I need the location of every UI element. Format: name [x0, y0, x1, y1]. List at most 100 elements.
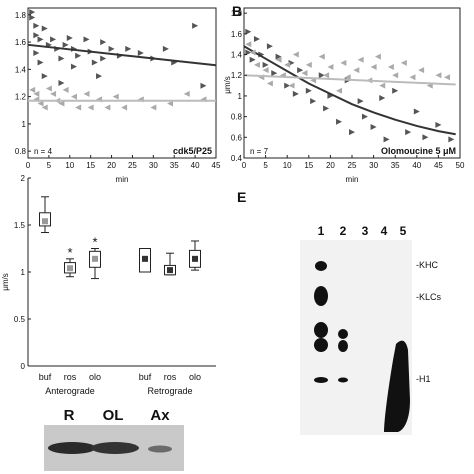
panel-b-point-s0 — [327, 92, 334, 99]
panel-b-point-s0 — [275, 53, 282, 60]
panel-b-xtick-label: 40 — [412, 161, 421, 170]
panel-c-mean-marker — [142, 255, 148, 262]
panel-a-xtick-label: 0 — [26, 161, 31, 170]
panel-a-point-s1 — [75, 104, 82, 111]
panel-a-point-s0 — [37, 36, 44, 43]
panel-b-point-s0 — [245, 28, 252, 35]
panel-b-point-s1 — [400, 59, 407, 66]
panel-b-point-s1 — [318, 53, 325, 60]
panel-b-point-s0 — [405, 129, 412, 136]
panel-a-point-s1 — [29, 86, 36, 93]
blot-band-r — [48, 442, 96, 454]
panel-b-xtick-label: 15 — [304, 161, 313, 170]
panel-b-condition: Olomoucine 5 μM — [381, 146, 456, 156]
panel-a-point-s1 — [45, 85, 52, 92]
panel-c-ylabel: μm/s — [1, 273, 10, 291]
panel-b-point-s0 — [305, 87, 312, 94]
panel-c-group-anterograde: Anterograde — [45, 386, 95, 396]
panel-b-point-s1 — [253, 61, 260, 68]
panel-b-point-s0 — [448, 136, 455, 143]
panel-b-point-s1 — [374, 53, 381, 60]
panel-a-xtick-label: 15 — [86, 161, 95, 170]
blot-lane-r: R — [64, 407, 75, 424]
panel-c-ytick-label: 1 — [21, 268, 26, 277]
panel-a-point-s1 — [37, 100, 44, 107]
panel-b-point-s0 — [357, 98, 364, 105]
panel-b-xtick-label: 0 — [242, 161, 247, 170]
panel-a-xtick-label: 30 — [149, 161, 158, 170]
panel-b-point-s1 — [336, 87, 343, 94]
panel-e-label: E — [237, 189, 246, 205]
panel-b-ytick-label: 1.6 — [231, 30, 243, 39]
panel-c-ytick-label: 1.5 — [14, 221, 26, 230]
panel-a-point-s0 — [66, 35, 73, 41]
panel-b-point-s1 — [387, 63, 394, 70]
gel-lane-1-bands — [314, 261, 328, 383]
panel-a-point-s1 — [50, 90, 57, 97]
panel-b-point-s1 — [249, 49, 256, 56]
panel-b-xlabel: min — [346, 175, 359, 184]
panel-a-point-s0 — [58, 55, 65, 62]
panel-a-point-s0 — [200, 82, 207, 89]
panel-b-point-s0 — [262, 61, 269, 68]
panel-c-mean-marker — [67, 265, 73, 272]
panel-b-fit-curve-s0 — [243, 45, 456, 136]
panel-a-ytick-label: 0.8 — [15, 147, 27, 156]
panel-b-xtick-label: 20 — [326, 161, 335, 170]
panel-a-point-s0 — [91, 59, 98, 66]
panel-a-scatter: 0 5 10 15 20 25 30 35 40 45 0.8 1 1.2 1.4 1.6 1.8 n = 4… — [15, 7, 221, 184]
panel-a-xtick-label: 10 — [65, 161, 74, 170]
panel-b-point-s0 — [349, 129, 355, 136]
panel-a-point-s0 — [33, 22, 40, 29]
panel-b-ytick-label: 0.8 — [231, 113, 243, 122]
panel-a-point-s0 — [41, 25, 48, 32]
panel-a-xtick-label: 35 — [170, 161, 179, 170]
panel-b-point-s1 — [379, 82, 386, 89]
panel-b-ylabel: μm/s — [223, 76, 232, 94]
panel-a-point-s0 — [137, 50, 144, 56]
panel-a-point-s1 — [183, 90, 190, 97]
panel-c-category-label: ros — [64, 372, 77, 382]
panel-b-point-s0 — [297, 67, 304, 74]
gel-lane-3: 3 — [362, 224, 369, 238]
panel-a-ytick-label: 1 — [22, 120, 27, 129]
panel-c-category-label: olo — [89, 372, 101, 382]
panel-c-boxplot: 0 0.5 1 1.5 2 buf * ros * olo buf ros olo μm/s Ante… — [1, 174, 216, 396]
panel-e-gel: E 1 2 3 4 5 -KHC -KLCs -H1 — [237, 189, 442, 435]
panel-c-category-label: buf — [139, 372, 152, 382]
panel-b-point-s0 — [266, 43, 273, 50]
panel-a-point-s0 — [83, 36, 90, 43]
blot-lane-ol: OL — [103, 407, 124, 424]
panel-b-point-s0 — [336, 118, 343, 125]
panel-b-point-s1 — [275, 56, 282, 63]
panel-c-ytick-label: 0 — [21, 362, 26, 371]
panel-a-ytick-label: 1.6 — [15, 38, 27, 47]
panel-a-point-s0 — [41, 73, 48, 80]
panel-a-condition: cdk5/P25 — [173, 146, 212, 156]
panel-c-ytick-label: 2 — [21, 174, 26, 183]
panel-a-point-s0 — [125, 45, 132, 52]
gel-marker-klcs: -KLCs — [416, 292, 442, 302]
panel-a-xtick-label: 20 — [107, 161, 116, 170]
panel-c-category-label: ros — [164, 372, 177, 382]
panel-b-point-s0 — [253, 36, 260, 43]
panel-a-point-s0 — [33, 50, 40, 56]
panel-b-xtick-label: 50 — [456, 161, 465, 170]
panel-a-point-s0 — [62, 41, 69, 48]
panel-f-blot: R OL Ax — [44, 407, 184, 471]
panel-b-point-s1 — [284, 61, 291, 68]
panel-a-point-s0 — [96, 73, 103, 80]
panel-a-point-s1 — [83, 90, 90, 97]
panel-c-mean-marker — [192, 255, 198, 262]
panel-a-point-s1 — [87, 104, 94, 111]
panel-a-point-s0 — [192, 22, 199, 29]
panel-a-fit-line-s0 — [27, 43, 217, 67]
panel-b-point-s1 — [357, 56, 364, 63]
panel-b-ytick-label: 0.6 — [231, 133, 243, 142]
panel-a-xtick-label: 45 — [212, 161, 221, 170]
panel-c-category-label: olo — [189, 372, 201, 382]
panel-b-point-s0 — [392, 87, 399, 94]
panel-b-point-s1 — [327, 63, 334, 70]
panel-b-n-text: n = 7 — [250, 147, 269, 156]
panel-b-point-s1 — [262, 67, 269, 74]
